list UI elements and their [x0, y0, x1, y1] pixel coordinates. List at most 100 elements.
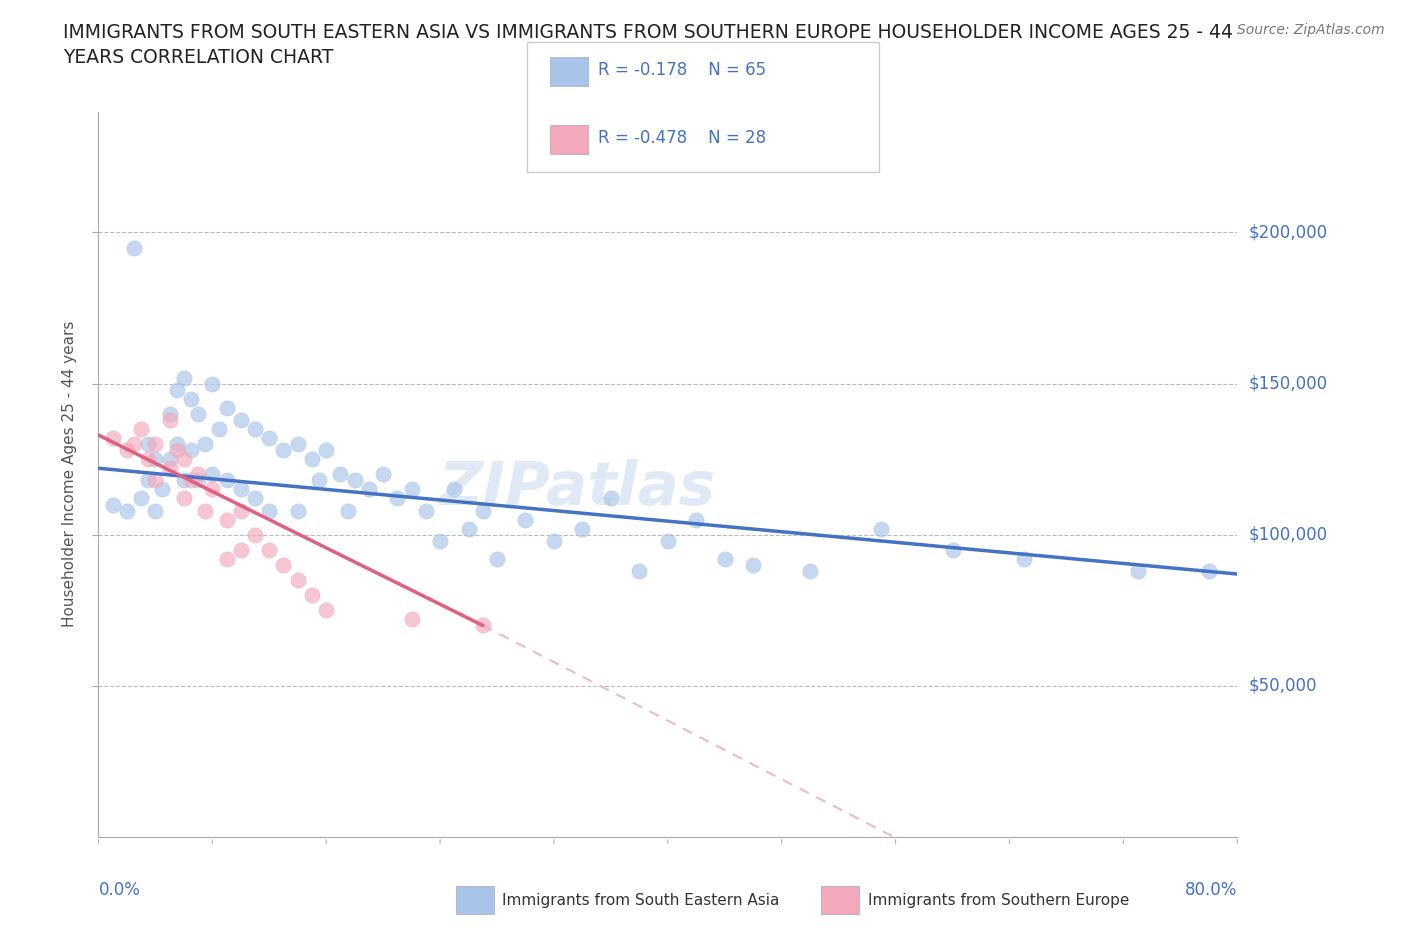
- Point: [215, 401, 238, 416]
- Point: [870, 521, 893, 536]
- Point: [942, 542, 965, 557]
- Point: [457, 521, 479, 536]
- Point: [115, 503, 138, 518]
- Point: [714, 551, 737, 566]
- Point: [273, 558, 295, 573]
- Point: [243, 527, 266, 542]
- Point: [201, 377, 224, 392]
- Point: [308, 473, 330, 488]
- Point: [1126, 564, 1149, 578]
- Point: [336, 503, 359, 518]
- Point: [173, 491, 195, 506]
- Point: [166, 382, 188, 397]
- Point: [373, 467, 395, 482]
- Text: Source: ZipAtlas.com: Source: ZipAtlas.com: [1237, 23, 1385, 37]
- Point: [443, 482, 465, 497]
- Text: IMMIGRANTS FROM SOUTH EASTERN ASIA VS IMMIGRANTS FROM SOUTHERN EUROPE HOUSEHOLDE: IMMIGRANTS FROM SOUTH EASTERN ASIA VS IM…: [63, 23, 1233, 42]
- Point: [486, 551, 509, 566]
- Point: [187, 406, 209, 421]
- Point: [152, 482, 174, 497]
- Point: [215, 512, 238, 527]
- Point: [329, 467, 352, 482]
- Point: [287, 503, 309, 518]
- Point: [515, 512, 537, 527]
- Point: [229, 503, 252, 518]
- Point: [145, 503, 167, 518]
- Point: [145, 452, 167, 467]
- Point: [387, 491, 409, 506]
- Point: [415, 503, 437, 518]
- Point: [259, 503, 281, 518]
- Point: [685, 512, 707, 527]
- Point: [129, 421, 152, 436]
- Text: $100,000: $100,000: [1249, 525, 1327, 544]
- Point: [301, 588, 323, 603]
- Point: [180, 443, 202, 458]
- Text: $50,000: $50,000: [1249, 677, 1317, 695]
- Point: [259, 431, 281, 445]
- Point: [159, 406, 181, 421]
- Point: [136, 452, 159, 467]
- Point: [101, 498, 124, 512]
- Point: [600, 491, 623, 506]
- Point: [187, 467, 209, 482]
- Point: [145, 473, 167, 488]
- Point: [229, 542, 252, 557]
- Point: [343, 473, 366, 488]
- Point: [273, 443, 295, 458]
- Point: [115, 443, 138, 458]
- Point: [173, 370, 195, 385]
- Point: [287, 573, 309, 588]
- Point: [657, 534, 679, 549]
- Point: [742, 558, 765, 573]
- Point: [201, 467, 224, 482]
- Point: [259, 542, 281, 557]
- Point: [201, 482, 224, 497]
- Text: R = -0.478    N = 28: R = -0.478 N = 28: [598, 128, 766, 147]
- Point: [159, 452, 181, 467]
- Point: [208, 421, 231, 436]
- Point: [571, 521, 593, 536]
- Point: [301, 452, 323, 467]
- Point: [543, 534, 565, 549]
- Text: 0.0%: 0.0%: [98, 881, 141, 898]
- Point: [122, 437, 145, 452]
- Point: [243, 491, 266, 506]
- Point: [401, 482, 423, 497]
- Point: [101, 431, 124, 445]
- Point: [357, 482, 380, 497]
- Point: [194, 503, 217, 518]
- Point: [136, 437, 159, 452]
- Point: [122, 240, 145, 255]
- Point: [229, 482, 252, 497]
- Point: [1012, 551, 1035, 566]
- Point: [194, 437, 217, 452]
- Point: [180, 392, 202, 406]
- Point: [229, 413, 252, 428]
- Y-axis label: Householder Income Ages 25 - 44 years: Householder Income Ages 25 - 44 years: [62, 321, 77, 628]
- Point: [628, 564, 651, 578]
- Point: [429, 534, 451, 549]
- Point: [1198, 564, 1220, 578]
- Text: YEARS CORRELATION CHART: YEARS CORRELATION CHART: [63, 48, 333, 67]
- Point: [173, 452, 195, 467]
- Text: Immigrants from Southern Europe: Immigrants from Southern Europe: [868, 893, 1129, 908]
- Point: [243, 421, 266, 436]
- Point: [215, 473, 238, 488]
- Point: [136, 473, 159, 488]
- Point: [180, 473, 202, 488]
- Point: [215, 551, 238, 566]
- Point: [187, 473, 209, 488]
- Point: [166, 443, 188, 458]
- Point: [315, 443, 337, 458]
- Point: [173, 473, 195, 488]
- Point: [159, 413, 181, 428]
- Point: [471, 503, 494, 518]
- Point: [315, 603, 337, 618]
- Point: [799, 564, 821, 578]
- Text: R = -0.178    N = 65: R = -0.178 N = 65: [598, 60, 766, 79]
- Text: $150,000: $150,000: [1249, 375, 1327, 392]
- Point: [145, 437, 167, 452]
- Text: $200,000: $200,000: [1249, 223, 1327, 242]
- Point: [129, 491, 152, 506]
